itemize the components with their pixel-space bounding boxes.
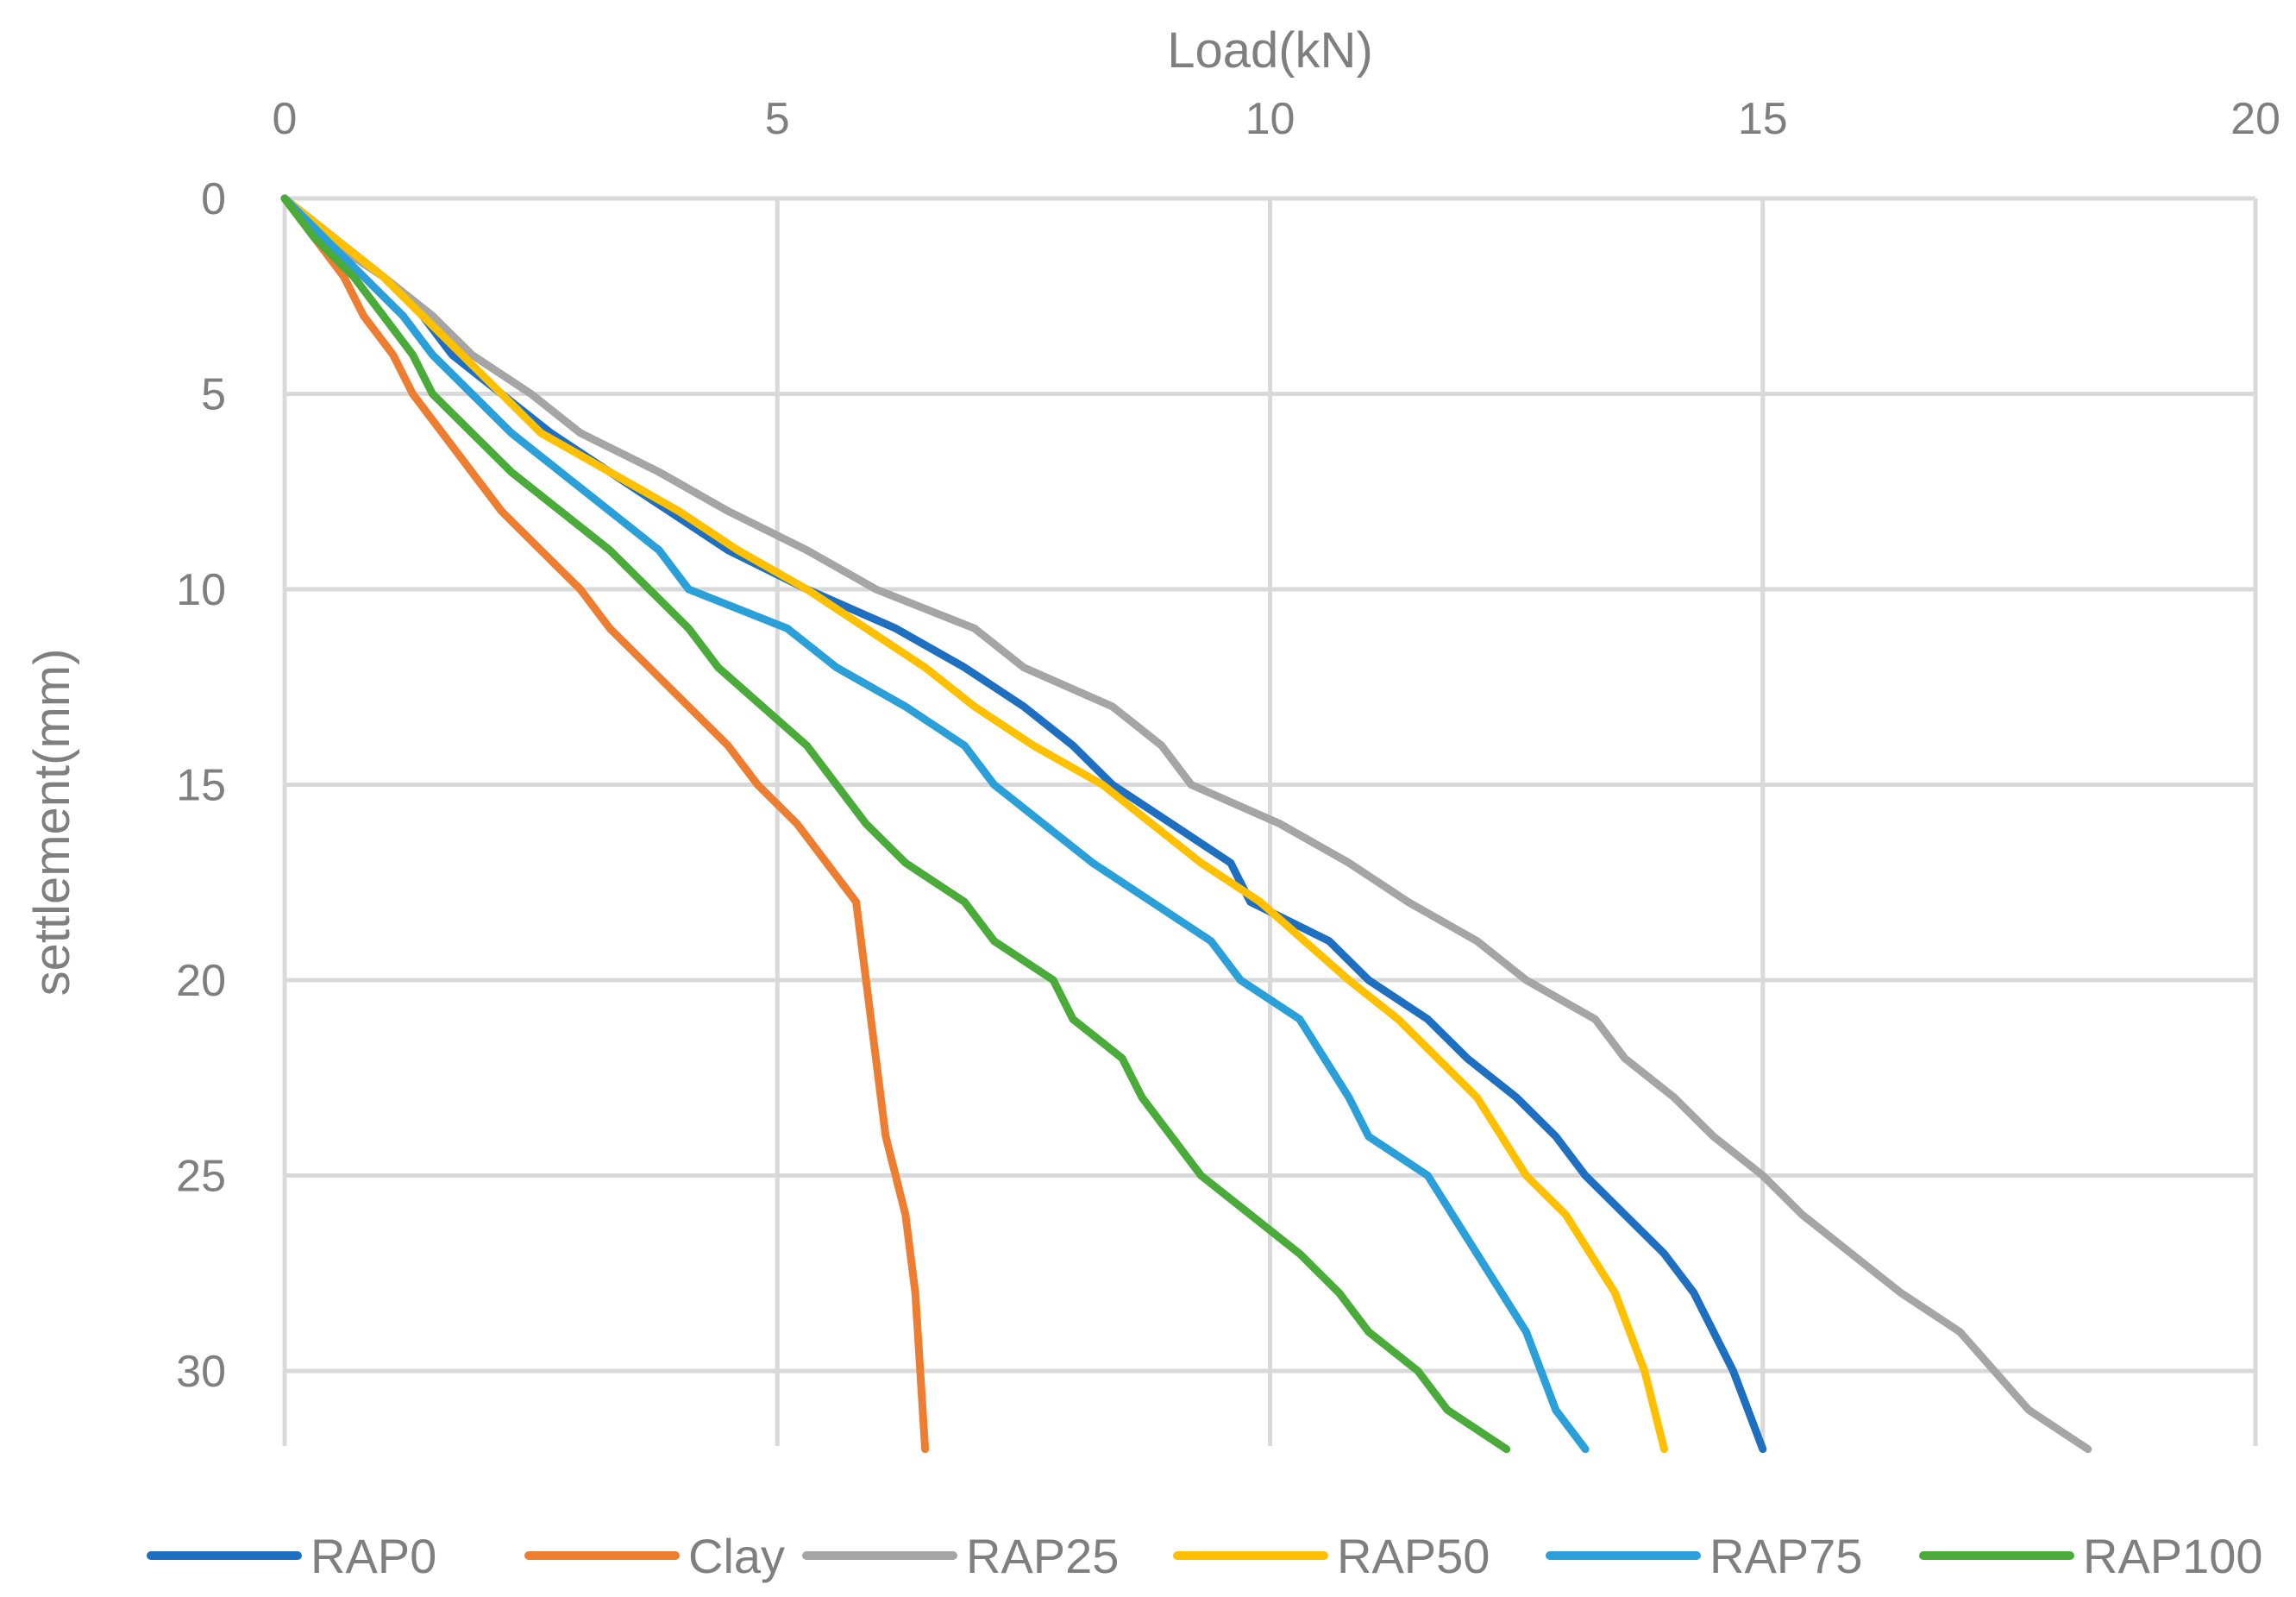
series-lines [280, 194, 2092, 1454]
series-line-clay [280, 194, 930, 1454]
x-tick-label: 10 [1245, 94, 1295, 144]
legend-label-rap100: RAP100 [2083, 1529, 2263, 1583]
series-line-rap50 [280, 194, 1668, 1454]
x-axis-title: Load(kN) [1167, 22, 1373, 79]
x-tick-label: 5 [765, 94, 790, 144]
x-tick-label: 15 [1738, 94, 1788, 144]
y-tick-label: 0 [201, 174, 226, 224]
x-tick-label: 20 [2230, 94, 2280, 144]
y-tick-label: 20 [176, 956, 226, 1006]
legend: RAP0 Clay RAP25 RAP50 RAP75 RAP100 [147, 1529, 2263, 1583]
y-tick-label: 30 [176, 1347, 226, 1397]
legend-label-rap50: RAP50 [1337, 1529, 1490, 1583]
legend-label-rap25: RAP25 [966, 1529, 1119, 1583]
legend-label-rap75: RAP75 [1709, 1529, 1862, 1583]
legend-label-rap0: RAP0 [311, 1529, 436, 1583]
y-axis-title: settlement(mm) [24, 649, 80, 997]
y-tick-label: 25 [176, 1152, 226, 1202]
y-tick-label: 5 [201, 370, 226, 420]
y-tick-label: 10 [176, 565, 226, 615]
series-line-rap100 [280, 194, 1511, 1454]
y-tick-label: 15 [176, 761, 226, 811]
series-line-rap75 [280, 194, 1590, 1454]
gridlines [282, 196, 2258, 1446]
legend-label-clay: Clay [688, 1529, 785, 1583]
x-axis-ticks: 0 5 10 15 20 [273, 94, 2280, 144]
y-axis-ticks: 0 5 10 15 20 25 30 [176, 174, 226, 1397]
x-tick-label: 0 [273, 94, 298, 144]
series-line-rap25 [280, 194, 2092, 1454]
